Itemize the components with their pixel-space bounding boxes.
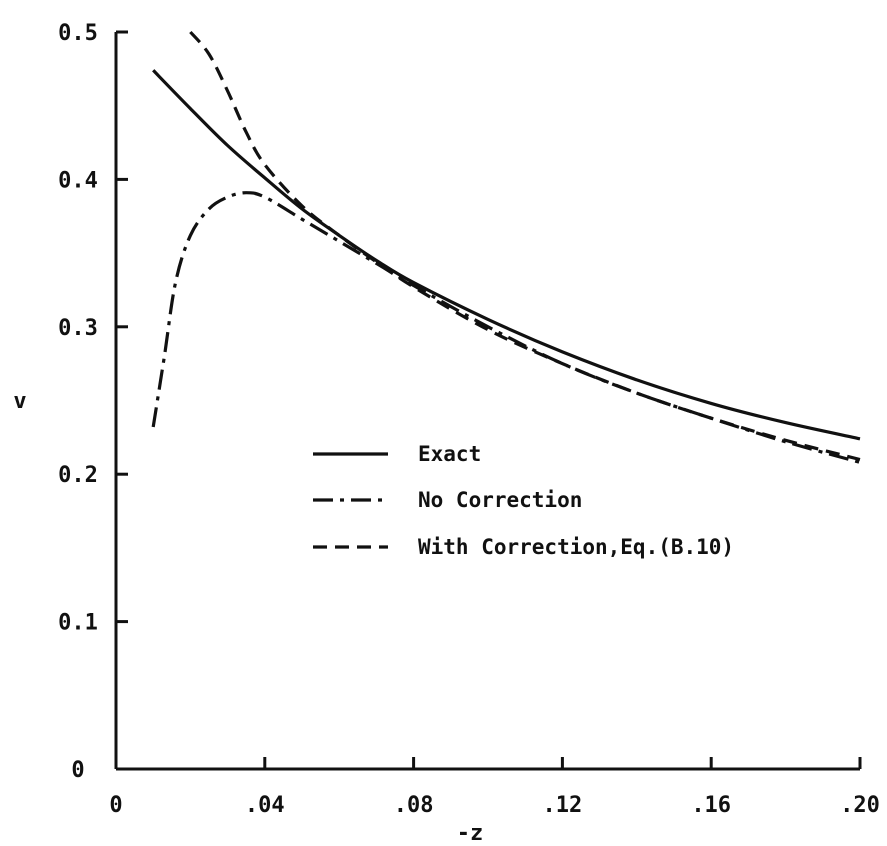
legend: Exact No Correction With Correction,Eq.(B.…: [313, 442, 734, 559]
x-tick-label: .20: [840, 793, 880, 818]
y-axis-label: v: [13, 389, 26, 414]
series-line-1: [152, 69, 861, 441]
x-axis-label: -z: [457, 821, 484, 846]
y-tick-label: 0.5: [58, 21, 98, 46]
y-tick-label: 0.3: [58, 316, 98, 341]
x-tick-label: .12: [543, 793, 583, 818]
x-tick-label: .16: [691, 793, 731, 818]
series-line-3: [189, 30, 861, 462]
legend-label: No Correction: [418, 488, 582, 512]
legend-label: With Correction,Eq.(B.10): [418, 535, 734, 559]
y-tick-label: 0: [71, 758, 84, 783]
y-tick-label: 0.4: [58, 168, 98, 193]
y-ticks: 0 0.1 0.2 0.3 0.4 0.5: [58, 21, 128, 783]
legend-label: Exact: [418, 442, 481, 466]
x-tick-label: .08: [394, 793, 434, 818]
y-tick-label: 0.2: [58, 463, 98, 488]
series-line-2: [151, 191, 861, 464]
axes: [114, 32, 860, 771]
x-tick-label: .04: [245, 793, 285, 818]
x-ticks: 0 .04 .08 .12 .16 .20: [109, 757, 880, 818]
series-layer: [151, 30, 861, 464]
y-tick-label: 0.1: [58, 611, 98, 636]
x-tick-label: 0: [109, 793, 122, 818]
